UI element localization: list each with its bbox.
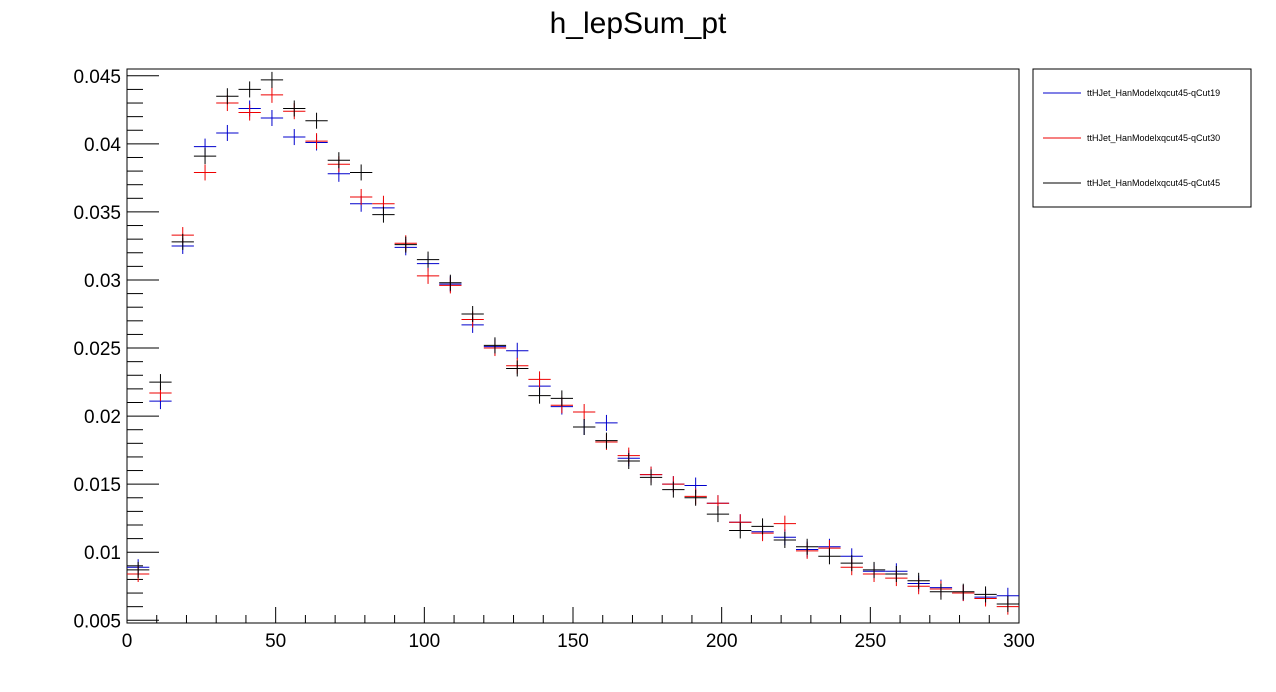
series-3 [127, 71, 1019, 612]
data-point [639, 469, 663, 486]
y-tick-label: 0.015 [73, 475, 121, 496]
data-point [483, 337, 507, 354]
y-tick-label: 0.005 [73, 611, 121, 632]
data-point [952, 583, 975, 600]
data-point [729, 522, 752, 539]
x-tick-label: 200 [706, 631, 738, 652]
data-point [171, 233, 194, 250]
x-tick-label: 150 [557, 631, 589, 652]
data-point [327, 152, 350, 169]
y-tick-label: 0.03 [84, 271, 121, 292]
y-tick-label: 0.035 [73, 203, 121, 224]
data-point [773, 515, 796, 532]
data-point [595, 432, 618, 449]
data-point [595, 414, 618, 431]
data-point [706, 506, 730, 523]
data-point [305, 112, 328, 129]
data-point [796, 538, 819, 555]
data-point [773, 531, 796, 548]
x-tick-label: 100 [408, 631, 440, 652]
data-point [662, 481, 685, 498]
data-series [127, 71, 1019, 615]
data-point [416, 251, 440, 268]
series-1 [127, 100, 1019, 606]
data-point [461, 306, 484, 323]
data-point [238, 104, 261, 121]
y-tick-label: 0.04 [84, 135, 121, 156]
data-point [818, 548, 841, 565]
data-point [617, 453, 640, 470]
data-point [260, 110, 284, 127]
data-point [350, 188, 373, 205]
legend: ttHJet_HanModelxqcut45-qCut19 ttHJet_HanM… [1032, 68, 1252, 208]
data-point [528, 371, 551, 388]
data-point [929, 583, 953, 600]
data-point [996, 595, 1019, 612]
data-point [528, 387, 551, 404]
legend-entry: ttHJet_HanModelxqcut45-qCut45 [1087, 178, 1220, 188]
data-point [506, 342, 529, 359]
data-point [439, 274, 462, 291]
y-tick-label: 0.045 [73, 67, 121, 88]
data-point [193, 164, 217, 181]
data-point [751, 518, 774, 535]
data-point [394, 236, 417, 253]
x-tick-label: 0 [122, 631, 133, 652]
data-point [372, 206, 395, 223]
data-point [283, 129, 306, 146]
data-point [573, 418, 596, 435]
plot-area-border [126, 68, 1020, 624]
data-point [885, 565, 908, 582]
data-point [193, 148, 217, 165]
data-point [684, 489, 707, 506]
data-point [149, 374, 172, 391]
data-point [550, 390, 573, 407]
data-point [840, 555, 863, 572]
data-point [283, 100, 306, 117]
x-tick-label: 250 [854, 631, 886, 652]
data-point [350, 164, 373, 181]
x-tick-label: 50 [265, 631, 286, 652]
data-point [238, 81, 261, 98]
x-tick-label: 300 [1003, 631, 1035, 652]
legend-entry: ttHJet_HanModelxqcut45-qCut30 [1087, 133, 1220, 143]
data-point [907, 572, 930, 589]
data-point [216, 124, 239, 141]
data-point [216, 88, 239, 105]
data-point [506, 360, 529, 377]
series-2 [127, 86, 1019, 615]
data-point [862, 561, 886, 578]
chart-title: h_lepSum_pt [550, 7, 727, 40]
y-tick-label: 0.01 [84, 543, 121, 564]
plot-frame [126, 68, 1020, 624]
data-point [416, 267, 440, 284]
y-tick-label: 0.02 [84, 407, 121, 428]
y-axis: 0.005 0.01 0.015 0.02 0.025 0.03 0.035 0.04 0.04… [73, 67, 159, 632]
data-point [974, 586, 997, 603]
data-point [305, 133, 328, 150]
data-point [127, 561, 150, 578]
data-point [260, 86, 284, 103]
y-tick-label: 0.025 [73, 339, 121, 360]
legend-entry: ttHJet_HanModelxqcut45-qCut19 [1087, 88, 1220, 98]
x-axis: 0 50 100 150 200 250 300 [122, 607, 1035, 652]
data-point [573, 404, 596, 421]
data-point [260, 71, 284, 88]
